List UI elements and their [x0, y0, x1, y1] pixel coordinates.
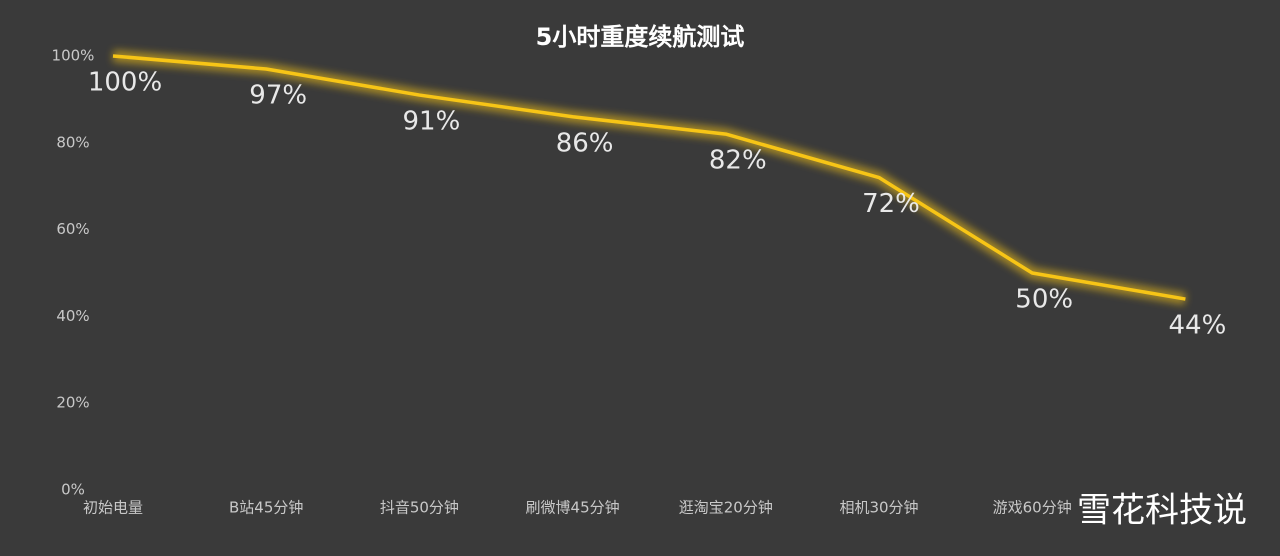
data-label: 82% — [709, 146, 767, 176]
x-tick-label: 游戏60分钟 — [993, 499, 1072, 517]
data-label: 50% — [1015, 285, 1073, 315]
x-tick-label: 刷微博45分钟 — [526, 499, 620, 517]
x-tick-label: 相机30分钟 — [839, 499, 918, 517]
chart-title: 5小时重度续航测试 — [536, 23, 745, 51]
y-tick-label: 0% — [61, 481, 85, 499]
data-label: 44% — [1169, 311, 1227, 341]
data-label: 91% — [403, 107, 461, 137]
y-tick-label: 100% — [52, 47, 95, 65]
line — [112, 54, 1186, 301]
x-tick-label: 逛淘宝20分钟 — [679, 499, 773, 517]
y-tick-label: 60% — [56, 220, 89, 238]
x-tick-label: B站45分钟 — [229, 499, 303, 517]
x-tick-label: 抖音50分钟 — [380, 499, 459, 517]
data-label: 86% — [556, 128, 614, 158]
y-tick-label: 20% — [56, 394, 89, 412]
y-tick-label: 40% — [56, 307, 89, 325]
data-label: 100% — [88, 68, 162, 98]
x-tick-label: 初始电量 — [83, 499, 143, 517]
data-label: 72% — [862, 189, 920, 219]
data-label: 97% — [249, 81, 307, 111]
y-tick-label: 80% — [56, 133, 89, 151]
watermark: 雪花科技说 — [1077, 491, 1247, 531]
